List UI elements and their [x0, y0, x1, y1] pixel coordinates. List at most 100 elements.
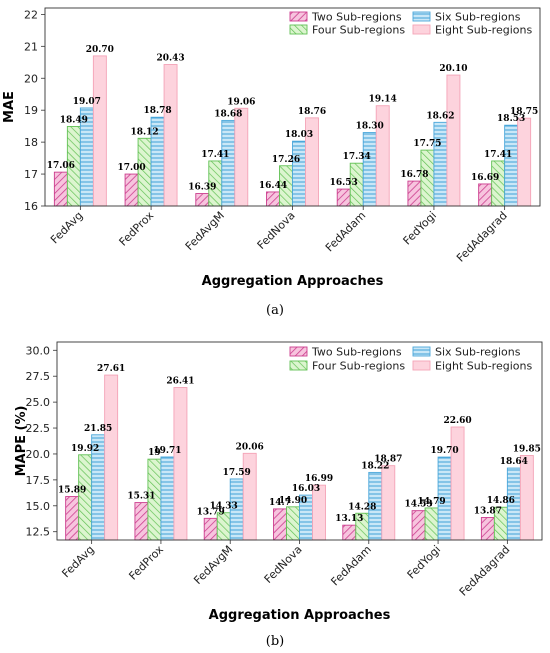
y-tick-label: 20 [24, 72, 38, 85]
data-label: 19.70 [430, 446, 458, 456]
bar-two-sub-regions-fedavg [65, 496, 80, 541]
x-tick-label: FedAdam [323, 209, 368, 254]
bar-eight-sub-regions-fedavgm [234, 107, 249, 207]
bar-eight-sub-regions-fedadagrad [519, 455, 534, 541]
bar-two-sub-regions-fedyogi [411, 510, 426, 541]
bar-two-sub-regions-fednova [266, 191, 280, 207]
y-tick-label: 20.0 [26, 448, 51, 461]
bar-four-sub-regions-fedyogi [424, 507, 439, 541]
legend-swatch-two-sub-regions [289, 346, 308, 357]
x-tick-label: FedYogi [405, 543, 444, 582]
y-tick-label: 16 [24, 200, 38, 213]
data-label: 14.53 [404, 500, 432, 510]
data-label: 19.07 [73, 97, 101, 107]
data-label: 17.59 [223, 468, 251, 478]
x-tick-label: FedAvgM [191, 543, 235, 587]
bar-two-sub-regions-fedprox [124, 173, 139, 207]
bar-four-sub-regions-fedadagrad [491, 160, 506, 207]
bar-six-sub-regions-fedadagrad [504, 124, 519, 207]
data-label: 18.87 [374, 455, 402, 465]
data-label: 17.26 [272, 155, 300, 165]
bar-two-sub-regions-fedavgm [203, 517, 218, 541]
y-tick-label: 22 [24, 8, 38, 21]
data-label: 18.68 [214, 109, 242, 119]
data-label: 15.31 [127, 492, 155, 502]
data-label: 14.33 [210, 502, 238, 512]
x-tick-label: FedProx [126, 543, 166, 583]
data-label: 18.49 [60, 115, 88, 125]
data-label: 18.78 [143, 106, 171, 116]
data-label: 21.85 [84, 424, 112, 434]
bar-eight-sub-regions-fedadam [381, 465, 396, 541]
caption-a: (a) [266, 303, 284, 318]
data-label: 16.69 [471, 173, 499, 183]
caption-b: (b) [266, 634, 284, 649]
bar-six-sub-regions-fednova [292, 140, 306, 207]
data-label: 16.44 [259, 181, 287, 191]
data-label: 18.75 [510, 107, 538, 117]
bar-two-sub-regions-fedadagrad [478, 183, 493, 207]
data-label: 26.41 [166, 377, 194, 387]
y-tick-label: 30.0 [26, 344, 51, 357]
legend-swatch-four-sub-regions [289, 24, 308, 35]
legend-label: Eight Sub-regions [435, 360, 532, 373]
data-label: 18.12 [130, 127, 158, 137]
y-tick-label: 17.5 [26, 474, 51, 487]
x-tick-label: FedNova [262, 543, 305, 586]
data-label: 18.30 [356, 122, 384, 132]
y-tick-label: 22.5 [26, 422, 51, 435]
y-tick-label: 25.0 [26, 396, 51, 409]
data-label: 15.89 [58, 486, 86, 496]
data-label: 18.64 [500, 457, 528, 467]
data-label: 20.70 [86, 45, 114, 55]
data-label: 13.87 [474, 507, 502, 517]
y-tick-label: 15.0 [26, 500, 51, 513]
bar-six-sub-regions-fedavgm [221, 119, 236, 207]
data-label: 17.41 [201, 150, 229, 160]
y-tick-label: 18 [24, 136, 38, 149]
legend-label: Two Sub-regions [311, 11, 402, 24]
bar-eight-sub-regions-fedprox [163, 64, 178, 207]
x-tick-label: FedYogi [401, 209, 440, 248]
bar-two-sub-regions-fedavg [53, 171, 68, 207]
y-tick-label: 21 [24, 40, 38, 53]
data-label: 14.90 [279, 496, 307, 506]
data-label: 16.53 [330, 178, 358, 188]
data-label: 18.76 [298, 107, 326, 117]
data-label: 18.22 [361, 461, 389, 471]
data-label: 19.92 [71, 444, 99, 454]
legend-label: Two Sub-regions [311, 346, 402, 359]
x-tick-label: FedAdam [328, 543, 373, 588]
y-axis-title: MAPE (%) [14, 406, 29, 477]
bar-six-sub-regions-fedprox [160, 456, 175, 541]
legend-swatch-four-sub-regions [289, 360, 308, 371]
data-label: 16.99 [305, 474, 333, 484]
data-label: 14.7 [269, 498, 291, 508]
bar-eight-sub-regions-fedprox [173, 387, 188, 541]
data-label: 14.86 [487, 496, 515, 506]
bar-eight-sub-regions-fedadagrad [517, 117, 532, 207]
bar-six-sub-regions-fedyogi [433, 121, 448, 207]
data-label: 18.03 [285, 130, 313, 140]
data-label: 14.28 [348, 502, 376, 512]
mape-bar-chart: 12.5 15.0 17.5 20.0 22.5 25.0 27.5 30.0 15.89 15.… [14, 341, 543, 623]
y-axis-title: MAE [2, 91, 17, 123]
data-label: 17.41 [484, 150, 512, 160]
data-label: 16.78 [400, 170, 428, 180]
data-label: 13.79 [197, 507, 225, 517]
data-label: 16.39 [188, 183, 216, 193]
bar-eight-sub-regions-fedavg [104, 374, 119, 541]
legend-label: Six Sub-regions [435, 346, 521, 359]
data-label: 19.71 [153, 446, 181, 456]
data-label: 19.06 [227, 97, 255, 107]
bar-eight-sub-regions-fedavg [92, 55, 107, 207]
bar-two-sub-regions-fedyogi [407, 180, 422, 207]
y-tick-label: 19 [24, 104, 38, 117]
bar-two-sub-regions-fedprox [134, 502, 149, 541]
bar-two-sub-regions-fedadagrad [480, 517, 495, 541]
legend-label: Six Sub-regions [435, 11, 521, 24]
x-tick-label: FedAdagrad [457, 543, 513, 599]
